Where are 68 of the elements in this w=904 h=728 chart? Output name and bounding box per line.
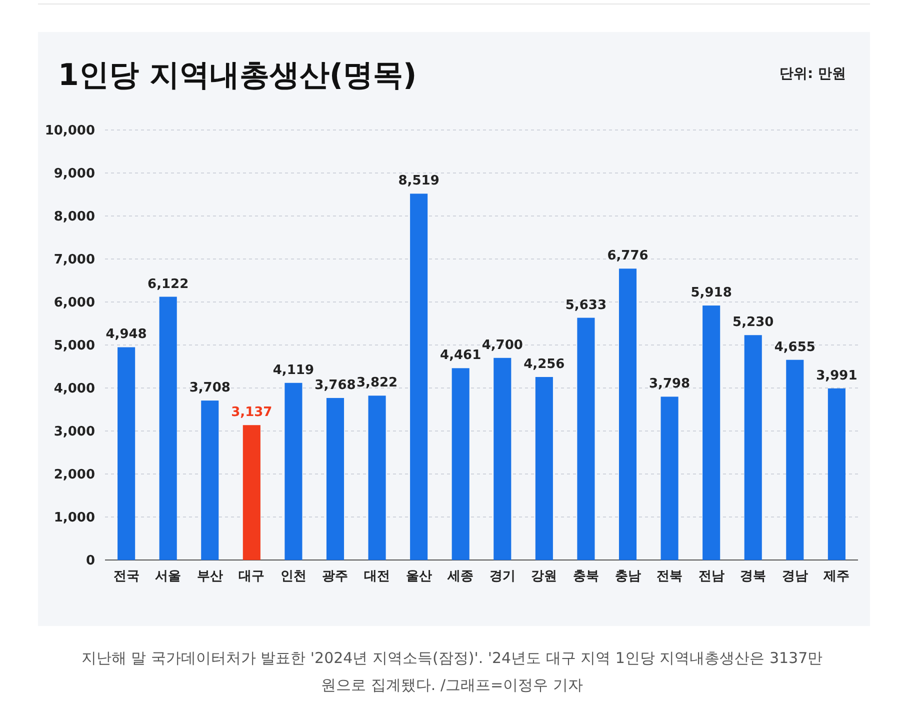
y-tick-label: 10,000 [44, 124, 95, 139]
text: 지난해 말 국가데이터처가 발표한 '2024년 지역소득(잠정)'. '24년도 대구 지역 1인당 지역내총생산은 3137만 원으로 집계됐다. /그래프=이정우 기자 [81, 649, 823, 694]
x-tick-label: 세종 [446, 569, 474, 584]
bar [660, 396, 678, 560]
bar [326, 398, 344, 560]
data-label: 3,708 [189, 380, 230, 396]
y-tick-label: 1,000 [54, 510, 95, 526]
x-tick-label: 경기 [489, 569, 516, 584]
y-tick-label: 8,000 [54, 210, 95, 225]
x-tick-label: 강원 [531, 569, 558, 584]
y-tick-label: 0 [86, 554, 95, 569]
data-label: 3,822 [356, 376, 398, 391]
bar [618, 268, 637, 560]
bar [284, 382, 302, 560]
bar [535, 376, 553, 560]
bar [368, 396, 386, 560]
x-tick-label: 부산 [196, 569, 223, 584]
x-tick-label: 대구 [238, 569, 265, 584]
bar [577, 318, 595, 560]
y-tick-label: 9,000 [54, 166, 95, 182]
bar [744, 335, 762, 560]
data-label: 3,991 [816, 368, 858, 384]
x-tick-label: 충북 [572, 569, 599, 584]
bar [242, 425, 260, 560]
data-label: 3,798 [648, 376, 690, 392]
data-label: 4,948 [106, 327, 147, 342]
data-label: 4,700 [482, 338, 523, 353]
x-tick-label: 전남 [698, 569, 724, 584]
bar [118, 347, 136, 560]
data-label: 5,918 [690, 286, 732, 301]
x-tick-label: 광주 [322, 569, 348, 584]
data-label: 6,776 [607, 248, 648, 264]
x-tick-label: 전북 [656, 569, 683, 584]
data-label: 8,519 [398, 174, 440, 189]
chart-title: 1인당 지역내총생산(명목) [58, 58, 417, 93]
y-tick-label: 3,000 [54, 424, 95, 440]
y-tick-label: 4,000 [54, 382, 95, 397]
y-tick-label: 2,000 [54, 468, 95, 483]
x-tick-label: 충남 [614, 569, 641, 584]
bar [494, 358, 512, 560]
bar [828, 388, 846, 560]
x-tick-label: 대전 [364, 569, 390, 584]
bar [410, 194, 428, 560]
data-label: 3,137 [231, 405, 272, 420]
data-label: 3,768 [314, 378, 356, 393]
data-label: 4,461 [440, 348, 482, 364]
y-tick-label: 7,000 [54, 252, 95, 268]
y-tick-label: 6,000 [54, 296, 95, 311]
x-tick-label: 경남 [782, 569, 808, 584]
bar [159, 296, 177, 560]
data-label: 5,230 [732, 315, 774, 330]
data-label: 4,256 [524, 356, 565, 372]
bar [702, 306, 720, 560]
bar [452, 368, 470, 560]
text: 단위: 만원 [780, 66, 846, 82]
data-label: 4,119 [272, 362, 314, 378]
x-tick-label: 인천 [280, 569, 306, 584]
x-tick-label: 경북 [740, 569, 766, 584]
data-label: 6,122 [148, 276, 189, 292]
x-tick-label: 전국 [113, 569, 140, 584]
x-tick-label: 울산 [406, 569, 432, 584]
x-tick-label: 서울 [155, 569, 182, 584]
y-tick-label: 5,000 [54, 338, 95, 354]
bar [201, 400, 219, 560]
x-tick-label: 제주 [822, 569, 850, 584]
data-label: 5,633 [565, 298, 607, 313]
bar [786, 360, 804, 560]
data-label: 4,655 [774, 340, 816, 355]
